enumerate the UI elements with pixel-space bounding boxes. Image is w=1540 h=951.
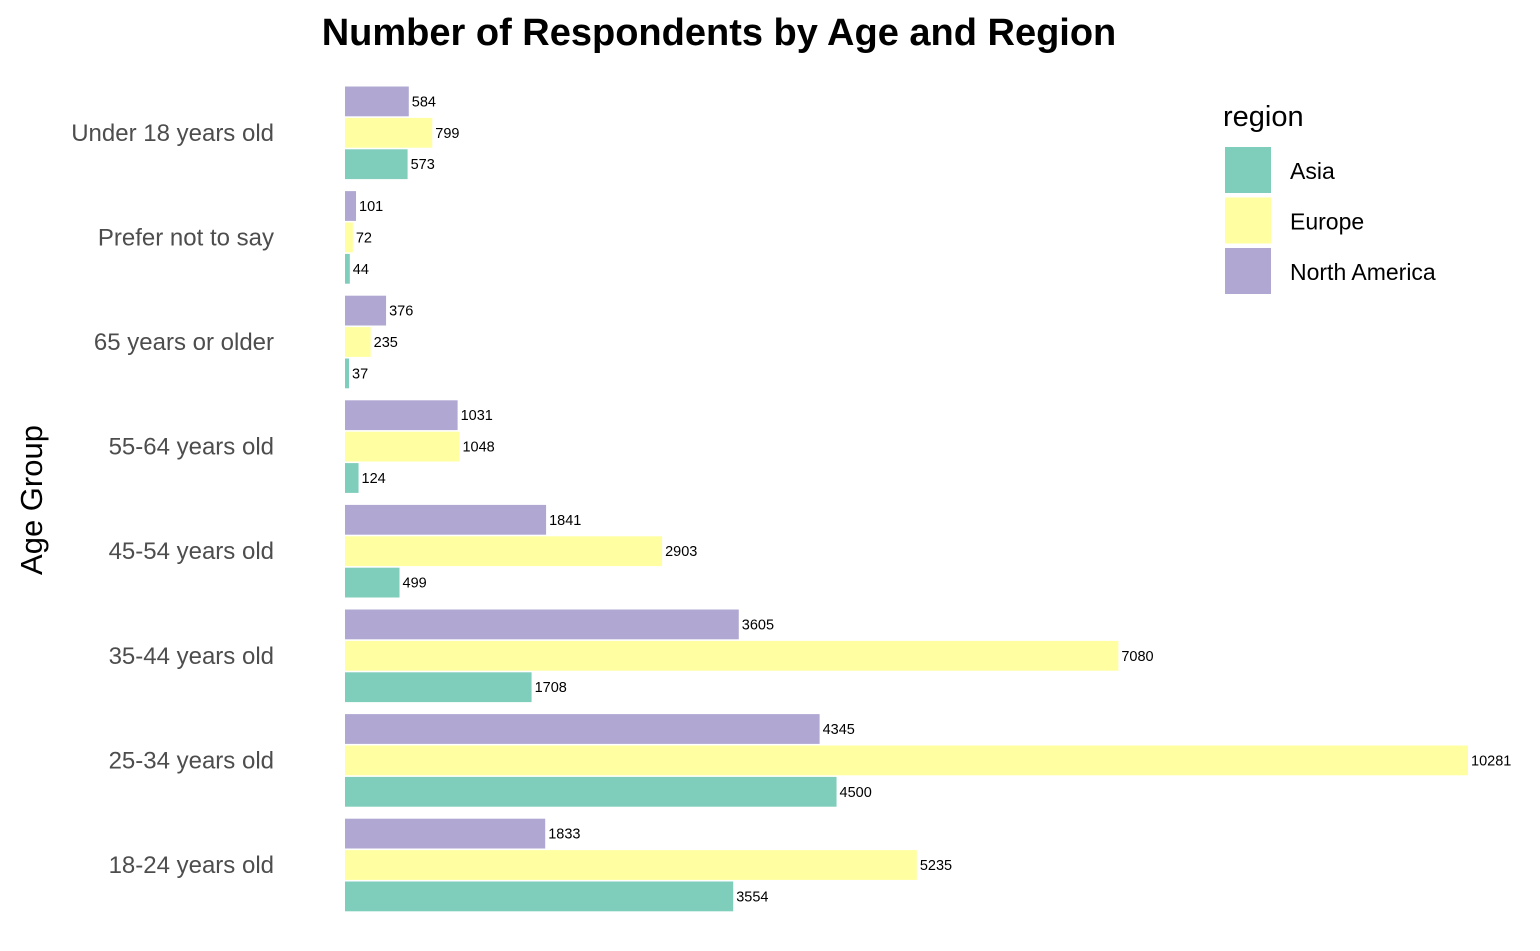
legend-title: region <box>1223 101 1304 133</box>
y-tick-label: 25-34 years old <box>109 747 274 774</box>
bar-europe <box>345 327 371 357</box>
bar-north-america <box>345 400 458 431</box>
bar-asia <box>345 567 400 598</box>
data-label: 1708 <box>535 680 567 696</box>
y-tick-label: 45-54 years old <box>109 538 274 565</box>
data-label: 72 <box>356 230 372 246</box>
bar-asia <box>345 672 532 703</box>
bar-north-america <box>345 86 409 117</box>
data-label: 573 <box>411 157 435 173</box>
legend-label: North America <box>1290 259 1436 285</box>
legend-swatch <box>1225 147 1271 193</box>
data-label: 1841 <box>549 513 581 529</box>
bar-europe <box>345 536 663 567</box>
y-axis-label: Age Group <box>14 425 49 575</box>
bar-europe <box>345 850 917 880</box>
y-tick-label: 18-24 years old <box>109 852 274 879</box>
y-tick-label: 65 years or older <box>94 329 274 356</box>
bar-asia <box>345 253 350 284</box>
legend: region Asia Europe North America <box>1223 101 1436 294</box>
data-label: 4500 <box>840 785 872 801</box>
bar-asia <box>345 358 350 389</box>
bar-north-america <box>345 609 739 640</box>
bar-europe <box>345 640 1119 671</box>
data-label: 1031 <box>461 408 493 424</box>
bar-asia <box>345 149 408 180</box>
data-label: 799 <box>435 126 459 142</box>
legend-swatch <box>1225 248 1271 294</box>
legend-swatch <box>1225 197 1271 244</box>
data-label: 2903 <box>665 544 697 560</box>
data-label: 4345 <box>823 722 855 738</box>
y-tick-label: 55-64 years old <box>109 434 274 461</box>
bar-europe <box>345 745 1468 776</box>
data-label: 124 <box>362 471 386 487</box>
data-label: 3554 <box>736 889 768 905</box>
data-label: 376 <box>389 304 413 320</box>
data-label: 7080 <box>1121 649 1153 665</box>
y-tick-label: Prefer not to say <box>98 224 274 251</box>
legend-label: Asia <box>1290 158 1335 184</box>
chart-title: Number of Respondents by Age and Region <box>322 12 1117 54</box>
bar-asia <box>345 463 359 493</box>
bar-europe <box>345 431 460 462</box>
bar-north-america <box>345 191 357 221</box>
bar-north-america <box>345 295 387 326</box>
bar-north-america <box>345 818 546 849</box>
bar-europe <box>345 222 353 253</box>
bar-asia <box>345 776 837 807</box>
value-labels: 3554 5235 1833 4500 10281 4345 1708 7080 3605 499… <box>352 94 1511 905</box>
bar-asia <box>345 881 734 912</box>
y-tick-label: 35-44 years old <box>109 643 274 670</box>
data-label: 37 <box>352 366 368 382</box>
data-label: 10281 <box>1471 753 1511 769</box>
data-label: 101 <box>359 199 383 215</box>
data-label: 584 <box>412 94 436 110</box>
data-label: 235 <box>374 335 398 351</box>
bar-north-america <box>345 504 547 535</box>
legend-items: Asia Europe North America <box>1225 147 1436 294</box>
data-label: 3605 <box>742 617 774 633</box>
y-tick-labels: 18-24 years old 25-34 years old 35-44 year… <box>71 120 274 879</box>
data-label: 5235 <box>920 858 952 874</box>
legend-label: Europe <box>1290 209 1364 235</box>
data-label: 1833 <box>548 827 580 843</box>
y-tick-label: Under 18 years old <box>71 120 274 147</box>
bars <box>345 86 1468 912</box>
data-label: 44 <box>353 262 369 278</box>
bar-north-america <box>345 714 820 744</box>
data-label: 1048 <box>462 440 494 456</box>
data-label: 499 <box>403 576 427 592</box>
bar-europe <box>345 117 433 148</box>
